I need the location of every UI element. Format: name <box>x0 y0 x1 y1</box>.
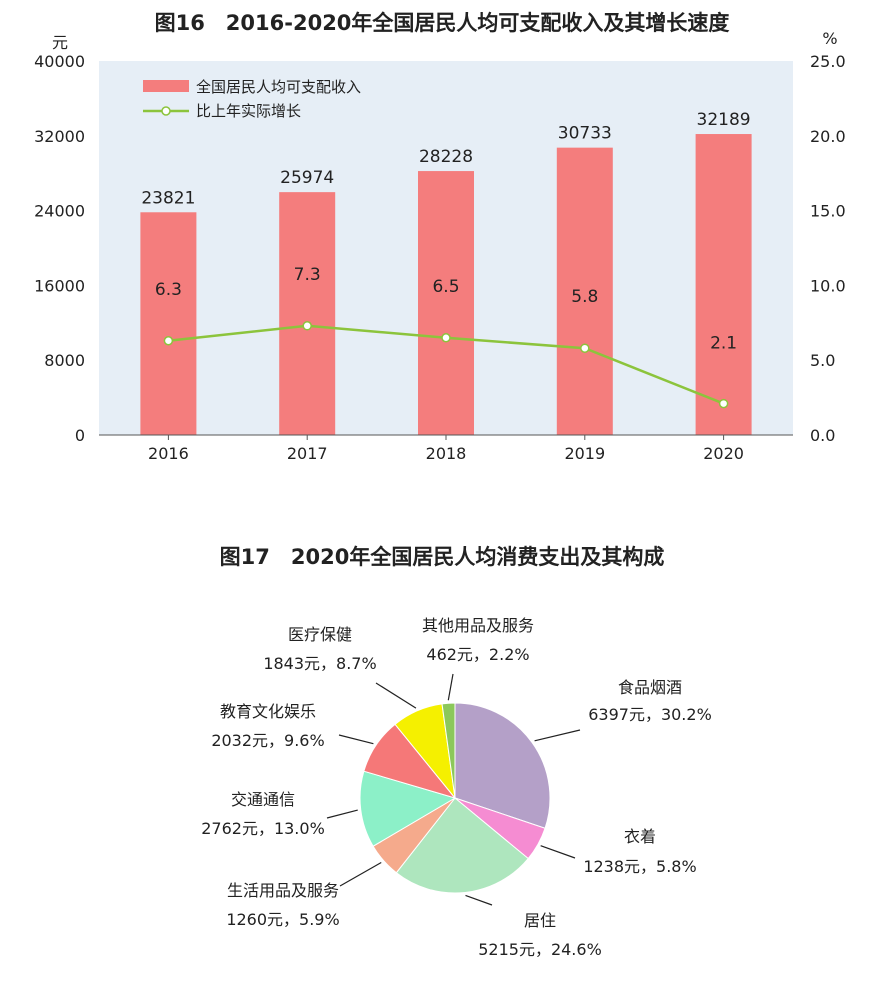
pie-slice-name: 衣着 <box>624 827 656 846</box>
pie-leader-line <box>375 682 417 709</box>
x-tick-label: 2016 <box>148 444 189 463</box>
chart16-title: 图16 2016-2020年全国居民人均可支配收入及其增长速度 <box>155 11 730 35</box>
left-tick-label: 16000 <box>34 276 85 295</box>
pie-leader-line <box>540 845 576 859</box>
pie-leader-line <box>534 729 581 742</box>
pie-slice-name: 食品烟酒 <box>618 678 682 697</box>
pie-slice-name: 教育文化娱乐 <box>220 702 316 721</box>
right-tick-label: 15.0 <box>810 202 846 221</box>
pie-slice-name: 医疗保健 <box>288 625 352 644</box>
income-bar-labels: 23821 25974 28228 30733 32189 <box>141 110 750 208</box>
pie-leader-line <box>465 894 493 906</box>
pie-slice-value-label: 1260元，5.9% <box>226 910 339 929</box>
pie-leader-line <box>339 862 382 887</box>
growth-line-series: 6.3 7.3 6.5 5.8 2.1 <box>155 265 737 409</box>
legend-line-marker <box>161 106 171 116</box>
legend-line-label: 比上年实际增长 <box>196 102 301 120</box>
income-bar <box>556 147 613 435</box>
pie-slice-name: 交通通信 <box>231 790 295 809</box>
pie-leader-line <box>338 734 374 745</box>
x-tick-label: 2020 <box>703 444 744 463</box>
growth-value-label: 6.5 <box>432 277 459 297</box>
left-tick-label: 8000 <box>44 351 85 370</box>
x-tick-label: 2017 <box>287 444 328 463</box>
legend-bar-swatch <box>143 80 189 92</box>
left-tick-label: 40000 <box>34 52 85 71</box>
income-bar <box>140 212 197 435</box>
income-bar <box>418 171 474 435</box>
pie-labels: 食品烟酒 6397元，30.2% 衣着 1238元，5.8% 居住 5215元，24.6%… <box>201 616 712 959</box>
income-bar-value-label: 25974 <box>280 168 334 188</box>
growth-value-label: 6.3 <box>155 280 182 300</box>
growth-value-label: 5.8 <box>571 287 598 307</box>
pie-slice-value-label: 6397元，30.2% <box>588 705 712 724</box>
right-tick-label: 5.0 <box>810 351 835 370</box>
right-axis-unit: % <box>822 29 837 48</box>
pie-slice-value-label: 462元，2.2% <box>426 645 529 664</box>
x-tick-label: 2018 <box>426 444 467 463</box>
right-tick-label: 0.0 <box>810 426 835 445</box>
pie-slice-name: 居住 <box>524 911 556 930</box>
growth-point <box>718 398 729 409</box>
right-tick-label: 10.0 <box>810 276 846 295</box>
income-bar-value-label: 30733 <box>558 124 612 144</box>
left-tick-label: 24000 <box>34 202 85 221</box>
pie-slice <box>395 797 529 894</box>
pie-slice-name: 其他用品及服务 <box>422 616 534 635</box>
pie-slice-value-label: 1843元，8.7% <box>263 654 376 673</box>
left-axis: 0 8000 16000 24000 32000 40000 <box>34 52 85 445</box>
pie-slice-value-label: 5215元，24.6% <box>478 940 602 959</box>
income-bar <box>695 134 752 436</box>
income-bar-value-label: 23821 <box>141 188 195 208</box>
pie-leader-line <box>326 809 358 819</box>
x-tick-label: 2019 <box>564 444 605 463</box>
growth-point <box>302 321 312 331</box>
pie-slice-value-label: 2032元，9.6% <box>211 731 324 750</box>
right-tick-label: 20.0 <box>810 127 846 146</box>
pie <box>359 702 551 894</box>
growth-value-label: 2.1 <box>710 334 737 354</box>
pie-slice <box>454 702 551 829</box>
left-tick-label: 0 <box>75 426 85 445</box>
growth-value-label: 7.3 <box>294 265 321 285</box>
income-bar <box>279 192 336 435</box>
growth-point <box>163 336 174 346</box>
income-bars <box>140 134 752 436</box>
income-chart: 图16 2016-2020年全国居民人均可支配收入及其增长速度 元 % 0 800… <box>34 11 846 463</box>
growth-point <box>441 333 451 343</box>
growth-point <box>580 343 590 353</box>
left-tick-label: 32000 <box>34 127 85 146</box>
pie-slice <box>441 702 456 799</box>
pie-slice-name: 生活用品及服务 <box>227 881 339 900</box>
pie-leader-line <box>447 673 454 701</box>
x-axis: 2016 2017 2018 2019 2020 <box>148 435 744 463</box>
right-axis: 0.0 5.0 10.0 15.0 20.0 25.0 <box>810 52 846 445</box>
left-axis-unit: 元 <box>52 33 68 52</box>
income-bar-value-label: 32189 <box>697 110 751 130</box>
pie-slice-value-label: 1238元，5.8% <box>583 857 696 876</box>
legend-bar-label: 全国居民人均可支配收入 <box>196 78 361 96</box>
right-tick-label: 25.0 <box>810 52 846 71</box>
legend: 全国居民人均可支配收入 比上年实际增长 <box>143 78 361 120</box>
pie-slice <box>359 770 457 847</box>
pie-slice-value-label: 2762元，13.0% <box>201 819 325 838</box>
income-bar-value-label: 28228 <box>419 147 473 167</box>
consumption-chart: 图17 2020年全国居民人均消费支出及其构成 食品烟酒 6397元，30.2% 衣… <box>201 545 712 959</box>
chart17-title: 图17 2020年全国居民人均消费支出及其构成 <box>220 545 665 569</box>
